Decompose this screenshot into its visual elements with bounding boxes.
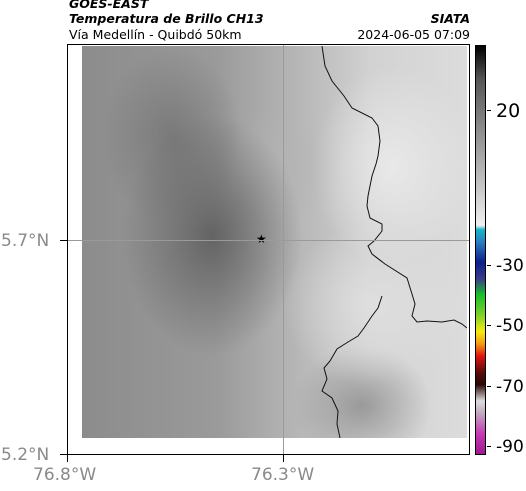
timestamp-label: 2024-06-05 07:09 <box>357 27 470 42</box>
cbar-label-m90: -90 <box>496 437 524 457</box>
tick-lon-76.8 <box>67 455 68 462</box>
satellite-title: GOES-EAST <box>69 0 149 11</box>
tick-lat-5.7 <box>60 240 67 241</box>
route-subtitle: Vía Medellín - Quibdó 50km <box>69 27 242 42</box>
cbar-tick-m90 <box>487 446 491 447</box>
coastline-overlay <box>321 46 467 438</box>
cbar-label-m30: -30 <box>496 256 524 276</box>
gridline-lat-5.7 <box>68 240 469 241</box>
cbar-tick-m70 <box>487 386 491 387</box>
cbar-label-m50: -50 <box>496 316 524 336</box>
product-title: Temperatura de Brillo CH13 <box>69 11 264 26</box>
satellite-image: ★ <box>82 46 467 438</box>
tick-lon-76.3 <box>283 455 284 462</box>
colorbar <box>475 45 486 455</box>
cbar-tick-20 <box>487 110 491 111</box>
star-marker: ★ <box>256 232 267 246</box>
lon-label-76.3: 76.3°W <box>251 465 315 485</box>
tick-lat-5.2 <box>60 454 67 455</box>
cbar-tick-m50 <box>487 325 491 326</box>
border-line-lower <box>321 295 383 438</box>
cbar-label-m70: -70 <box>496 377 524 397</box>
lat-label-5.7: 5.7°N <box>1 231 50 251</box>
lon-label-76.8: 76.8°W <box>33 465 97 485</box>
source-label: SIATA <box>430 11 470 26</box>
border-line <box>321 46 467 329</box>
cbar-label-20: 20 <box>496 100 521 122</box>
star-icon: ★ <box>256 232 267 246</box>
map-frame <box>67 44 470 455</box>
lat-label-5.2: 5.2°N <box>1 445 50 465</box>
gridline-lon-76.3 <box>283 45 284 454</box>
cbar-tick-m30 <box>487 265 491 266</box>
